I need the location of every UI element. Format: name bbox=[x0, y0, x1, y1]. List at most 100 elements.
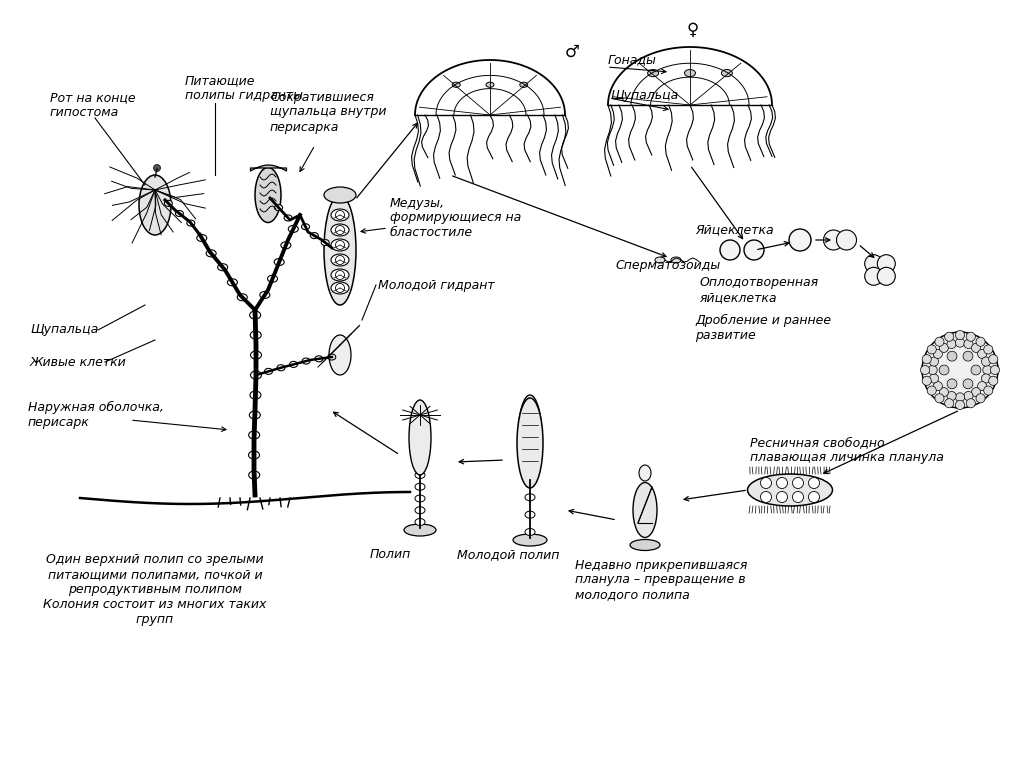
Circle shape bbox=[878, 255, 895, 273]
Circle shape bbox=[923, 354, 931, 364]
Ellipse shape bbox=[302, 358, 310, 364]
Circle shape bbox=[933, 381, 942, 390]
Ellipse shape bbox=[251, 371, 261, 379]
Ellipse shape bbox=[415, 495, 425, 502]
Text: Один верхний полип со зрелыми
питающими полипами, почкой и
репродуктивным полипо: Один верхний полип со зрелыми питающими … bbox=[43, 554, 266, 627]
Circle shape bbox=[939, 387, 948, 397]
Circle shape bbox=[944, 332, 953, 341]
Text: Живые клетки: Живые клетки bbox=[30, 355, 127, 368]
Ellipse shape bbox=[250, 311, 261, 319]
Text: Молодой полип: Молодой полип bbox=[457, 548, 559, 561]
Ellipse shape bbox=[175, 210, 183, 216]
Circle shape bbox=[878, 268, 895, 285]
Ellipse shape bbox=[331, 209, 349, 221]
Ellipse shape bbox=[525, 511, 535, 518]
Text: Яйцеклетка: Яйцеклетка bbox=[695, 223, 773, 236]
Ellipse shape bbox=[324, 187, 356, 203]
Ellipse shape bbox=[525, 494, 535, 501]
Circle shape bbox=[990, 365, 999, 374]
Ellipse shape bbox=[165, 200, 172, 206]
Ellipse shape bbox=[218, 264, 227, 271]
Circle shape bbox=[978, 381, 987, 390]
Ellipse shape bbox=[281, 242, 291, 249]
Circle shape bbox=[984, 345, 993, 354]
Ellipse shape bbox=[274, 205, 283, 211]
Circle shape bbox=[921, 365, 930, 374]
Circle shape bbox=[984, 386, 993, 395]
Circle shape bbox=[947, 379, 957, 389]
Circle shape bbox=[967, 332, 976, 341]
Circle shape bbox=[983, 365, 992, 374]
Circle shape bbox=[947, 351, 957, 361]
Ellipse shape bbox=[251, 351, 261, 359]
Ellipse shape bbox=[518, 395, 542, 480]
Ellipse shape bbox=[314, 356, 323, 362]
Text: Ресничная свободно
плавающая личинка планула: Ресничная свободно плавающая личинка пла… bbox=[750, 436, 944, 464]
Circle shape bbox=[793, 478, 804, 489]
Circle shape bbox=[947, 340, 956, 348]
Ellipse shape bbox=[630, 539, 660, 551]
Ellipse shape bbox=[322, 239, 329, 245]
Ellipse shape bbox=[486, 82, 494, 87]
Circle shape bbox=[761, 492, 771, 502]
Ellipse shape bbox=[139, 175, 171, 235]
Text: Щупальца: Щупальца bbox=[30, 324, 98, 337]
Circle shape bbox=[978, 349, 987, 358]
Text: ♂: ♂ bbox=[564, 43, 580, 61]
Circle shape bbox=[933, 349, 942, 358]
Circle shape bbox=[955, 400, 965, 410]
Ellipse shape bbox=[267, 275, 278, 282]
Ellipse shape bbox=[328, 354, 336, 360]
Circle shape bbox=[963, 379, 973, 389]
Circle shape bbox=[776, 478, 787, 489]
Ellipse shape bbox=[249, 451, 259, 459]
Text: Щупальца: Щупальца bbox=[610, 88, 678, 101]
Circle shape bbox=[939, 365, 949, 375]
Circle shape bbox=[935, 337, 944, 346]
Text: Наружная оболочка,
перисарк: Наружная оболочка, перисарк bbox=[28, 401, 164, 429]
Ellipse shape bbox=[186, 220, 195, 226]
Ellipse shape bbox=[329, 335, 351, 375]
Ellipse shape bbox=[255, 167, 281, 222]
Ellipse shape bbox=[525, 476, 535, 483]
Ellipse shape bbox=[331, 239, 349, 251]
Ellipse shape bbox=[513, 534, 547, 546]
Circle shape bbox=[947, 391, 956, 400]
Ellipse shape bbox=[238, 294, 247, 301]
Ellipse shape bbox=[453, 82, 460, 87]
Circle shape bbox=[981, 357, 990, 366]
Circle shape bbox=[930, 374, 939, 383]
Ellipse shape bbox=[331, 224, 349, 236]
Circle shape bbox=[964, 340, 973, 348]
Ellipse shape bbox=[404, 524, 436, 536]
Ellipse shape bbox=[415, 483, 425, 490]
Ellipse shape bbox=[415, 472, 425, 479]
Circle shape bbox=[972, 387, 981, 397]
Text: Недавно прикрепившаяся
планула – превращение в
молодого полипа: Недавно прикрепившаяся планула – превращ… bbox=[575, 558, 748, 601]
Circle shape bbox=[955, 331, 965, 340]
Ellipse shape bbox=[415, 518, 425, 525]
Ellipse shape bbox=[671, 257, 681, 263]
Circle shape bbox=[972, 344, 981, 352]
Text: Сократившиеся
щупальца внутри
перисарка: Сократившиеся щупальца внутри перисарка bbox=[270, 91, 386, 133]
Ellipse shape bbox=[250, 331, 261, 339]
Circle shape bbox=[976, 393, 985, 403]
Ellipse shape bbox=[310, 232, 318, 239]
Ellipse shape bbox=[249, 431, 260, 439]
Circle shape bbox=[935, 393, 944, 403]
Text: Гонады: Гонады bbox=[608, 54, 656, 67]
Circle shape bbox=[930, 357, 939, 366]
Ellipse shape bbox=[655, 257, 665, 263]
Ellipse shape bbox=[331, 254, 349, 266]
Circle shape bbox=[963, 351, 973, 361]
Ellipse shape bbox=[274, 258, 285, 265]
Ellipse shape bbox=[227, 279, 238, 286]
Ellipse shape bbox=[197, 235, 207, 242]
Circle shape bbox=[793, 492, 804, 502]
Circle shape bbox=[927, 386, 936, 395]
Ellipse shape bbox=[289, 225, 298, 232]
Ellipse shape bbox=[264, 368, 272, 374]
Ellipse shape bbox=[525, 528, 535, 535]
Text: Оплодотворенная
яйцеклетка: Оплодотворенная яйцеклетка bbox=[700, 276, 819, 304]
Ellipse shape bbox=[415, 507, 425, 514]
